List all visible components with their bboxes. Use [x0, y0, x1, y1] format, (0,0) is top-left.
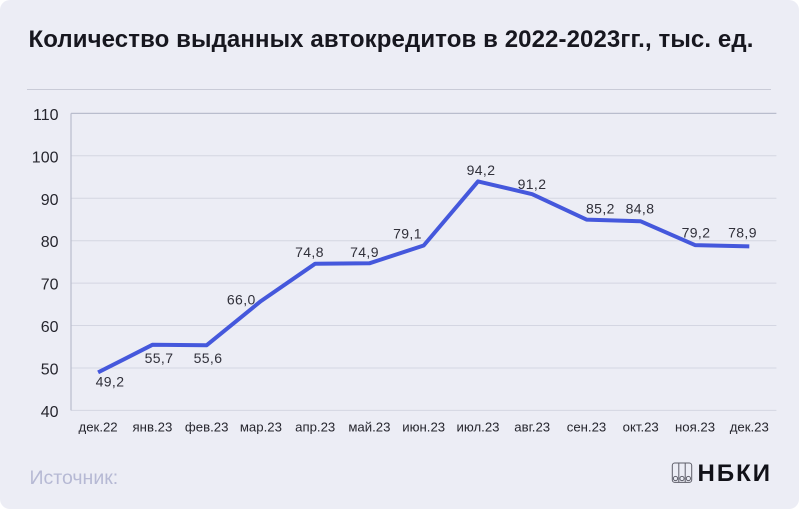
svg-text:110: 110: [33, 107, 59, 124]
svg-text:дек.23: дек.23: [730, 419, 769, 434]
svg-text:80: 80: [41, 234, 59, 251]
svg-text:74,9: 74,9: [350, 244, 379, 260]
svg-text:50: 50: [41, 362, 59, 379]
svg-text:янв.23: янв.23: [133, 419, 173, 434]
svg-text:49,2: 49,2: [96, 373, 125, 389]
svg-text:мар.23: мар.23: [240, 419, 282, 434]
svg-text:84,8: 84,8: [626, 201, 655, 217]
svg-text:90: 90: [41, 192, 59, 209]
svg-text:74,8: 74,8: [295, 244, 324, 260]
svg-text:апр.23: апр.23: [295, 419, 335, 434]
svg-text:79,1: 79,1: [393, 226, 422, 242]
svg-text:94,2: 94,2: [467, 162, 496, 178]
svg-text:79,2: 79,2: [682, 224, 711, 240]
svg-text:55,7: 55,7: [145, 350, 174, 366]
svg-text:май.23: май.23: [348, 419, 390, 434]
svg-text:дек.22: дек.22: [79, 419, 118, 434]
svg-text:окт.23: окт.23: [623, 419, 659, 434]
svg-text:сен.23: сен.23: [567, 419, 607, 434]
svg-text:июн.23: июн.23: [402, 419, 445, 434]
svg-text:85,2: 85,2: [586, 201, 615, 217]
svg-text:НБКИ: НБКИ: [698, 460, 772, 487]
svg-text:60: 60: [41, 319, 59, 336]
svg-text:авг.23: авг.23: [514, 419, 550, 434]
svg-text:55,6: 55,6: [194, 350, 223, 366]
svg-text:ноя.23: ноя.23: [675, 419, 715, 434]
svg-text:40: 40: [41, 404, 59, 421]
svg-text:фев.23: фев.23: [185, 419, 229, 434]
svg-text:70: 70: [41, 277, 59, 294]
svg-text:91,2: 91,2: [518, 176, 547, 192]
svg-text:июл.23: июл.23: [457, 419, 500, 434]
svg-text:100: 100: [32, 149, 59, 166]
svg-text:78,9: 78,9: [728, 224, 757, 240]
svg-text:66,0: 66,0: [227, 291, 256, 307]
